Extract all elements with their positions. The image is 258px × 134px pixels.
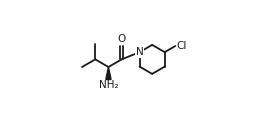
Text: O: O	[118, 34, 126, 44]
Text: NH₂: NH₂	[99, 80, 118, 90]
Polygon shape	[106, 67, 111, 79]
Text: Cl: Cl	[176, 41, 187, 51]
Text: N: N	[136, 47, 143, 57]
